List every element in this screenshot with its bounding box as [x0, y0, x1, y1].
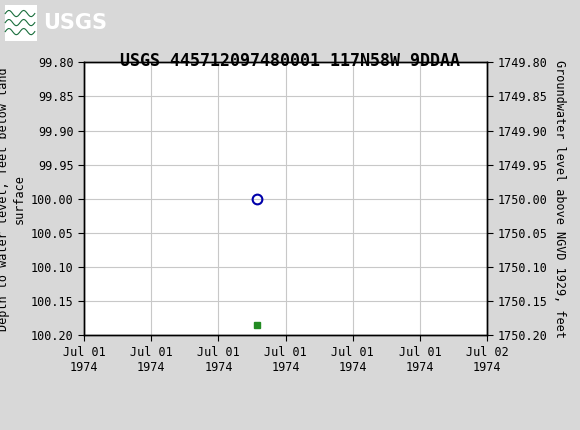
FancyBboxPatch shape — [5, 4, 37, 41]
Y-axis label: Groundwater level above NGVD 1929, feet: Groundwater level above NGVD 1929, feet — [553, 60, 566, 338]
Y-axis label: Depth to water level, feet below land
surface: Depth to water level, feet below land su… — [0, 67, 26, 331]
Text: USGS 445712097480001 117N58W 9DDAA: USGS 445712097480001 117N58W 9DDAA — [120, 52, 460, 71]
Text: USGS: USGS — [44, 12, 107, 33]
